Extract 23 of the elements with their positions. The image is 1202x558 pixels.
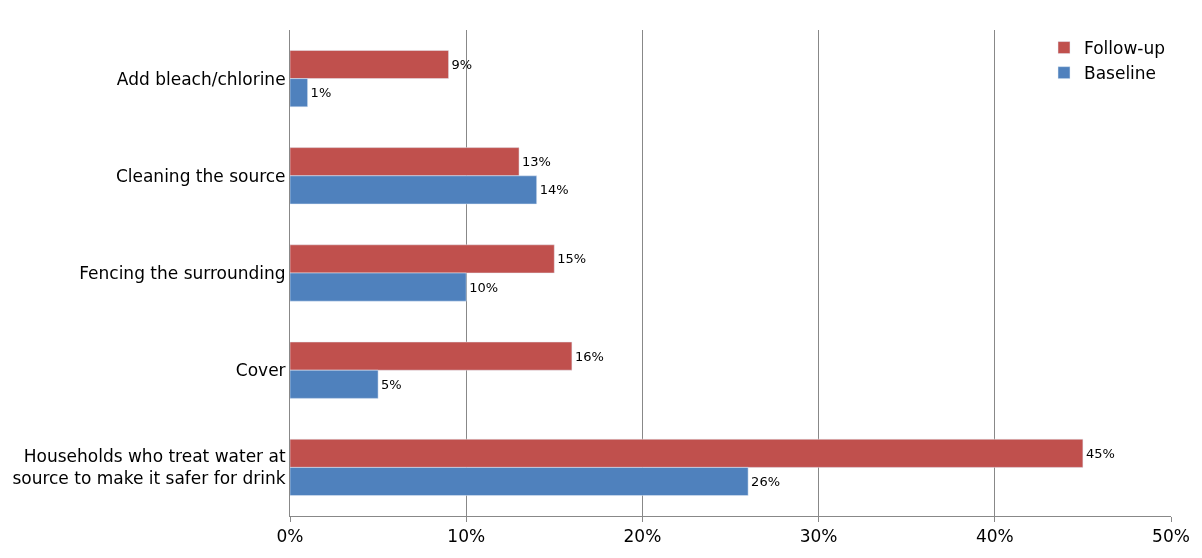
- legend-label: Baseline: [1084, 63, 1157, 84]
- x-tick-label: 30%: [799, 526, 838, 547]
- x-tick-label: 10%: [447, 526, 486, 547]
- y-tick-label: Add bleach/chlorine: [116, 68, 286, 89]
- y-tick-label: Cleaning the source: [115, 165, 286, 186]
- data-label: 5%: [381, 376, 402, 392]
- data-label: 26%: [751, 473, 781, 489]
- x-tick-label: 20%: [623, 526, 662, 547]
- y-tick-label: Fencing the surrounding: [79, 262, 286, 283]
- data-label: 9%: [451, 57, 473, 73]
- legend-label: Follow-up: [1084, 38, 1166, 59]
- y-tick-label: Cover: [235, 360, 286, 381]
- data-label: 14%: [539, 182, 569, 198]
- data-label: 15%: [557, 251, 587, 267]
- x-tick-label: 0%: [276, 526, 304, 547]
- data-label: 16%: [574, 348, 604, 364]
- y-tick-label: Households who treat water at source to make it safer for drink: [12, 446, 286, 489]
- x-tick-label: 40%: [975, 526, 1014, 547]
- data-label: 45%: [1085, 445, 1115, 461]
- data-label: 1%: [310, 85, 332, 101]
- data-label: 10%: [469, 279, 499, 295]
- data-label: 13%: [522, 154, 551, 170]
- x-tick-label: 50%: [1152, 526, 1190, 547]
